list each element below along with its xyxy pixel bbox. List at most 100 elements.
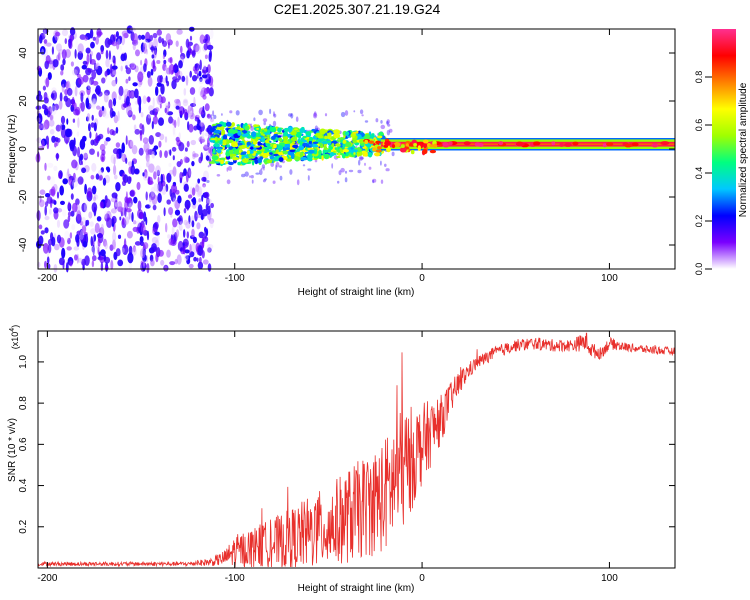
heatmap-cell [176, 254, 182, 265]
heatmap-cell [165, 33, 172, 43]
heatmap-cell [194, 210, 198, 222]
colorbar-label: Normalized spectral amplitude [738, 82, 749, 217]
heatmap-cell [85, 97, 90, 109]
x-tick-label: 0 [419, 273, 425, 284]
heatmap-cell [226, 167, 229, 172]
heatmap-cell [208, 161, 216, 164]
heatmap-cell [121, 180, 127, 186]
heatmap-cell [43, 27, 46, 37]
heatmap-cell [108, 99, 113, 109]
heatmap-cell [60, 70, 64, 76]
heatmap-cell [49, 208, 52, 215]
heatmap-cell [162, 54, 165, 60]
heatmap-cell [290, 153, 295, 160]
heatmap-cell [80, 160, 83, 166]
heatmap-cell [151, 121, 154, 130]
heatmap-cell [319, 128, 327, 135]
heatmap-cell [313, 111, 317, 117]
spectrogram-heatmap [35, 25, 675, 274]
heatmap-cell [182, 107, 185, 114]
heatmap-cell [139, 212, 144, 220]
heatmap-cell [278, 157, 284, 162]
heatmap-cell [129, 190, 135, 197]
heatmap-cell [391, 144, 396, 149]
heatmap-cell [155, 132, 162, 138]
heatmap-cell [199, 76, 203, 83]
heatmap-cell [180, 247, 183, 252]
heatmap-cell [97, 151, 100, 158]
heatmap-cell [113, 164, 117, 176]
heatmap-cell [515, 142, 525, 147]
heatmap-cell [172, 197, 176, 205]
x-tick-label: 0 [419, 573, 425, 584]
heatmap-cell [192, 75, 198, 82]
heatmap-cell [128, 261, 133, 270]
heatmap-cell [155, 86, 159, 96]
heatmap-cell [44, 260, 47, 269]
heatmap-cell [250, 175, 254, 179]
snr-x-ticks: -200 -100 0 100 [37, 331, 618, 584]
heatmap-cell [169, 56, 173, 64]
heatmap-cell [262, 118, 268, 122]
x-tick-label: -100 [225, 273, 245, 284]
heatmap-cell [50, 176, 55, 187]
heatmap-cell [125, 208, 132, 213]
heatmap-cell [71, 224, 76, 231]
heatmap-cell [56, 137, 61, 143]
heatmap-cell [53, 103, 60, 111]
heatmap-cell [172, 131, 177, 138]
heatmap-cell [216, 123, 223, 127]
heatmap-cell [72, 118, 76, 123]
heatmap-cell [63, 219, 70, 229]
heatmap-cell [170, 192, 176, 202]
heatmap-cell [168, 238, 174, 246]
heatmap-cell [48, 119, 55, 127]
heatmap-cell [217, 148, 222, 154]
heatmap-cell [157, 75, 162, 84]
heatmap-cell [44, 162, 47, 171]
heatmap-cell [103, 256, 111, 264]
heatmap-cell [313, 112, 318, 119]
heatmap-cell [279, 175, 283, 181]
heatmap-cell [213, 129, 221, 134]
heatmap-cell [206, 113, 211, 119]
heatmap-cell [364, 120, 369, 123]
heatmap-cell [189, 111, 193, 116]
heatmap-cell [104, 241, 108, 250]
heatmap-cell [498, 141, 504, 146]
heatmap-cell [157, 193, 162, 203]
heatmap-cell [64, 230, 70, 241]
heatmap-cell [92, 84, 95, 91]
heatmap-cell [202, 105, 205, 113]
heatmap-cell [399, 147, 407, 153]
heatmap-cell [206, 198, 212, 204]
heatmap-cell [295, 131, 302, 138]
heatmap-cell [60, 200, 65, 205]
heatmap-cell [92, 244, 95, 256]
heatmap-cell [125, 96, 130, 106]
snr-y-label: SNR (10 * v/v) [7, 418, 18, 482]
heatmap-cell [40, 230, 45, 235]
heatmap-cell [38, 224, 43, 230]
heatmap-cell [207, 142, 210, 148]
heatmap-cell [318, 149, 322, 155]
heatmap-cell [193, 96, 196, 108]
heatmap-cell [191, 49, 196, 58]
heatmap-cell [170, 184, 178, 194]
heatmap-cell [158, 117, 164, 126]
heatmap-cell [342, 139, 347, 144]
heatmap-cell [74, 49, 77, 59]
heatmap-cell [290, 131, 297, 136]
heatmap-cell [188, 169, 192, 176]
heatmap-cell [56, 152, 59, 161]
heatmap-cell [197, 186, 203, 196]
heatmap-cell [142, 242, 149, 250]
heatmap-cell [302, 135, 307, 139]
heatmap-cell [337, 180, 340, 184]
heatmap-cell [269, 152, 273, 155]
y-tick-label: 40 [18, 47, 29, 59]
heatmap-cell [174, 78, 180, 83]
heatmap-cell [198, 231, 205, 239]
heatmap-cell [264, 149, 268, 154]
